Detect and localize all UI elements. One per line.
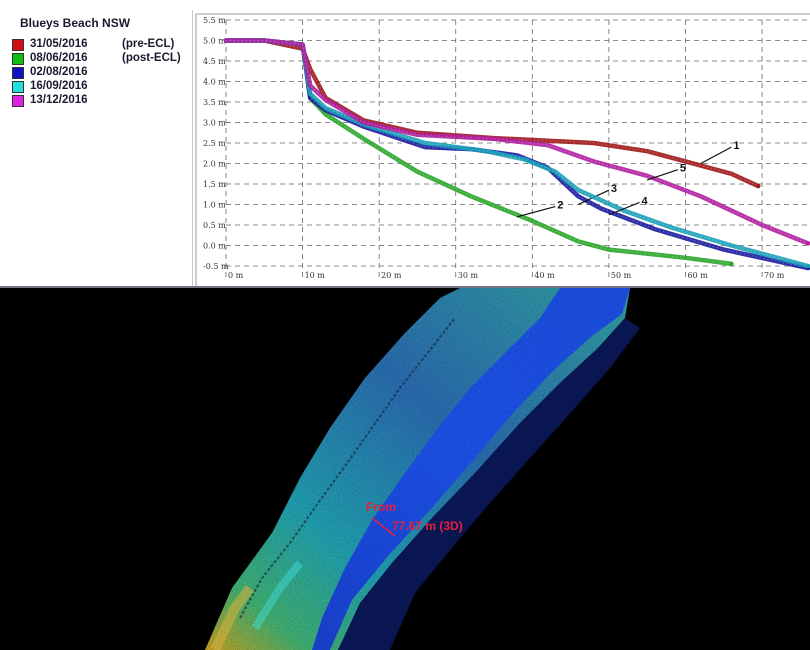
legend-swatch: [12, 67, 24, 79]
y-tick-label: 5.0 m: [203, 37, 226, 46]
series-annotation-leader-1: [700, 146, 732, 165]
series-annotation-leader-5: [646, 169, 679, 181]
legend-date: 08/06/2016: [30, 52, 88, 64]
measure-distance-label: 77.67 m (3D): [392, 519, 463, 533]
x-tick-label: 50 m: [611, 271, 632, 280]
legend-note: (pre-ECL): [122, 38, 175, 50]
legend: Blueys Beach NSW 31/05/2016 (pre-ECL) 08…: [4, 10, 193, 286]
x-tick-label: 70 m: [764, 271, 785, 280]
point-cloud-view[interactable]: From 77.67 m (3D): [0, 288, 810, 650]
series-annotation-leader-4: [608, 201, 640, 216]
legend-swatch: [12, 53, 24, 65]
legend-swatch: [12, 39, 24, 51]
y-tick-label: 1.5 m: [203, 180, 226, 189]
legend-date: 02/08/2016: [30, 66, 88, 78]
y-tick-label: 0.0 m: [203, 242, 226, 251]
y-tick-label: 3.5 m: [203, 98, 226, 107]
point-cloud-land: [205, 288, 640, 650]
legend-title: Blueys Beach NSW: [20, 16, 131, 30]
y-tick-label: 2.0 m: [203, 160, 226, 169]
series-annotation-1: 1: [733, 140, 739, 152]
x-tick-label: 10 m: [305, 271, 326, 280]
series-line-5: [223, 38, 810, 246]
y-tick-label: 4.0 m: [203, 78, 226, 87]
y-tick-label: 1.0 m: [203, 201, 226, 210]
series-end-point-1: [756, 184, 761, 189]
y-tick-label: 2.5 m: [203, 139, 226, 148]
series-annotation-4: 4: [642, 195, 649, 207]
series-end-point-5: [806, 241, 810, 246]
x-tick-label: 30 m: [458, 271, 479, 280]
profile-chart: 5.5 m 5.0 m 4.5 m 4.0 m 3.5 m 3.0 m 2.5 m 2.0 m…: [195, 13, 810, 286]
x-tick-label: 20 m: [381, 271, 402, 280]
series-annotation-3: 3: [611, 183, 617, 195]
legend-swatch: [12, 95, 24, 107]
legend-date: 31/05/2016: [30, 38, 88, 50]
y-tick-label: 3.0 m: [203, 119, 226, 128]
y-tick-label: 4.5 m: [203, 57, 226, 66]
series-end-point-2: [729, 261, 734, 266]
series-texture-3: [226, 40, 809, 269]
legend-note: (post-ECL): [122, 52, 181, 64]
x-tick-label: 40 m: [534, 271, 555, 280]
series-annotation-leader-2: [516, 205, 556, 218]
y-tick-label: 0.5 m: [203, 221, 226, 230]
y-tick-label: 5.5 m: [203, 16, 226, 25]
series-end-point-4: [806, 264, 810, 268]
measure-line: [371, 517, 396, 537]
panel-divider: [0, 286, 810, 288]
x-tick-label: 0 m: [228, 271, 244, 280]
profile-chart-panel: Blueys Beach NSW 31/05/2016 (pre-ECL) 08…: [0, 0, 810, 287]
measure-from-label: From: [366, 500, 396, 514]
x-tick-label: 60 m: [687, 271, 708, 280]
legend-swatch: [12, 81, 24, 93]
y-tick-label: -0.5 m: [203, 262, 229, 271]
legend-date: 16/09/2016: [30, 80, 88, 92]
series-annotation-2: 2: [557, 200, 563, 212]
series-annotation-5: 5: [680, 163, 686, 175]
legend-date: 13/12/2016: [30, 94, 88, 106]
point-cloud-svg: From 77.67 m (3D): [205, 288, 640, 650]
